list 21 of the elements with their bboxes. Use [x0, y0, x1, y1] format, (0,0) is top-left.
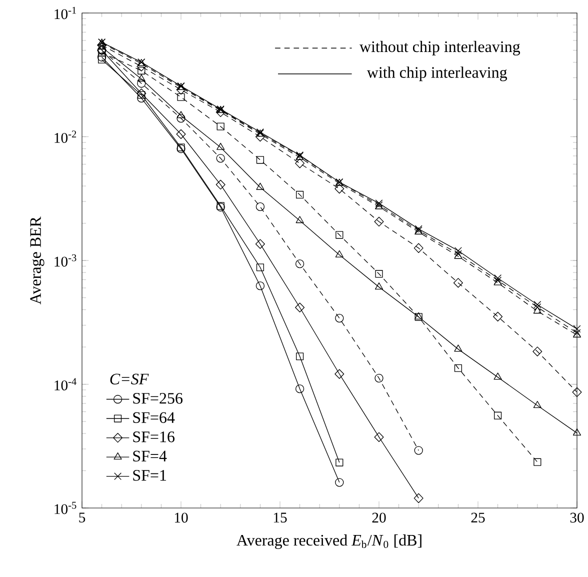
annotation: with chip interleaving: [366, 66, 508, 82]
legend-label: SF=1: [133, 470, 166, 481]
legend-label: SF=16: [133, 431, 175, 442]
x-tick-label: 15: [274, 512, 287, 523]
x-tick-label: 5: [79, 512, 86, 522]
y-tick-label: 10$^{-3}$: [54, 254, 76, 267]
x-tick-label: 20: [372, 512, 386, 523]
legend-title: C=SF: [110, 374, 149, 384]
y-axis-title: Average BER: [30, 216, 44, 304]
x-axis-title: Average received E$_{b}$/N$_{0}$ [dB]: [236, 534, 422, 549]
legend-label: SF=64: [133, 412, 175, 423]
legend-label: SF=256: [133, 392, 183, 404]
x-tick-label: 10: [174, 512, 188, 523]
x-tick-label: 30: [570, 512, 584, 523]
y-tick-label: 10$^{-2}$: [54, 130, 76, 143]
y-tick-label: 10$^{-5}$: [54, 502, 76, 514]
legend-label: SF=4: [133, 450, 167, 462]
annotation: without chip interleaving: [359, 40, 520, 56]
y-tick-label: 10$^{-4}$: [54, 378, 76, 390]
x-tick-label: 25: [471, 512, 485, 523]
y-tick-label: 10$^{-1}$: [54, 6, 76, 20]
